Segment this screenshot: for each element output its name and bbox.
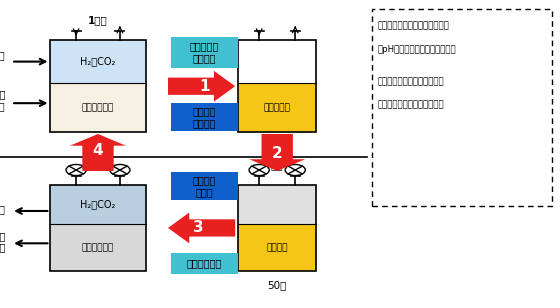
Polygon shape <box>70 134 126 171</box>
Bar <box>238 83 316 132</box>
Text: 酸性反応条件：ギ酸分解触媒: 酸性反応条件：ギ酸分解触媒 <box>378 100 445 109</box>
Text: 常温常圧
水素谪蔵: 常温常圧 水素谪蔵 <box>193 106 216 128</box>
Bar <box>171 172 238 200</box>
Polygon shape <box>168 71 235 102</box>
Bar <box>50 185 146 271</box>
Bar <box>50 40 146 132</box>
Bar <box>50 185 146 225</box>
Bar <box>238 185 316 271</box>
Text: H₂：CO₂: H₂：CO₂ <box>80 56 116 66</box>
Bar <box>238 40 316 132</box>
Bar <box>171 103 238 131</box>
Text: coフリー: coフリー <box>0 205 6 214</box>
Polygon shape <box>249 134 305 171</box>
Text: 酸性反応条件: 酸性反応条件 <box>187 258 222 268</box>
Bar <box>50 83 146 132</box>
Bar <box>50 225 146 271</box>
Bar <box>50 40 146 83</box>
Text: ギ酸はほぼ
完全に分解: ギ酸はほぼ 完全に分解 <box>0 231 6 253</box>
Text: 塩基性反応条件：水素化触媒: 塩基性反応条件：水素化触媒 <box>378 77 445 86</box>
Text: 触媒を含む水: 触媒を含む水 <box>82 243 114 252</box>
Text: 室温: 室温 <box>92 141 104 151</box>
Text: 50度: 50度 <box>268 280 287 290</box>
Bar <box>171 37 238 68</box>
Text: ギ酸溶液: ギ酸溶液 <box>267 243 288 252</box>
Bar <box>238 225 316 271</box>
Text: 1気圧: 1気圧 <box>88 15 108 25</box>
Text: アルカリ溶液: アルカリ溶液 <box>82 103 114 112</box>
Text: ガス相: ガス相 <box>0 50 6 60</box>
Text: プロトン応答型触媒の特徴であ: プロトン応答型触媒の特徴であ <box>378 22 450 30</box>
Bar <box>238 40 316 83</box>
Bar <box>171 253 238 274</box>
Bar <box>238 185 316 225</box>
Text: H₂：CO₂: H₂：CO₂ <box>80 200 116 210</box>
Text: 高圧水素
の放出: 高圧水素 の放出 <box>193 176 216 197</box>
Text: ギ酸塩溶液: ギ酸塩溶液 <box>264 103 291 112</box>
Text: 密閉: 密閉 <box>271 160 283 170</box>
Polygon shape <box>168 213 235 243</box>
Text: 2: 2 <box>272 147 283 161</box>
Text: 4: 4 <box>93 144 103 158</box>
Text: 触媒を含
む水相: 触媒を含 む水相 <box>0 89 6 111</box>
Text: るpH変化に伴う触媒性能の切替: るpH変化に伴う触媒性能の切替 <box>378 45 456 54</box>
Text: アルカリ性
反応条件: アルカリ性 反応条件 <box>190 42 219 63</box>
Text: 高圧ガス: 高圧ガス <box>86 160 110 170</box>
Bar <box>372 9 552 206</box>
Text: 3: 3 <box>194 221 204 235</box>
Text: 1: 1 <box>199 79 209 94</box>
